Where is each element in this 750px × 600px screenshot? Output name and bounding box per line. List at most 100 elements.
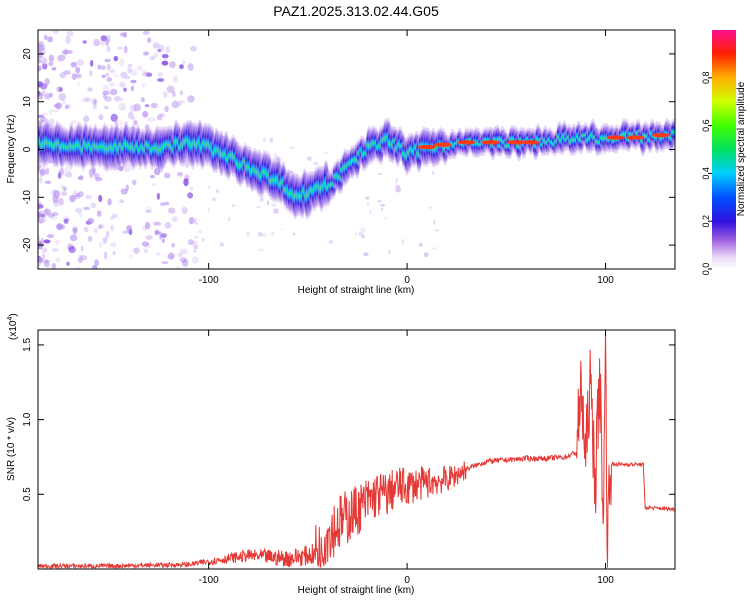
spectrogram-noise-blob [166,85,175,94]
spectrogram-noise-blob [187,63,194,71]
spectrogram-noise-blob [96,210,102,217]
spectrogram-noise-blob [38,41,44,48]
spectrogram-noise-blob [47,213,55,218]
spectrogram-noise-blob [113,73,118,78]
spectrogram-noise-blob [112,251,116,255]
snr-panel: -100 0 100 0.5 1.0 1.5 Height of straight li… [6,313,676,596]
spectrogram-noise-blob [87,217,95,225]
spectrogram-noise-blob [434,229,439,232]
spectrogram-noise-blob [93,173,99,180]
spectrogram-noise-blob [43,93,51,99]
spectrogram-noise-blob [59,191,65,196]
spectrogram-noise-blob [41,247,48,253]
colorbar-label: Normalized spectral amplitude [736,81,747,216]
spectrogram-noise-blob [84,97,91,103]
spectrogram-noise-blob [107,198,112,206]
spectrogram-noise-blob [92,167,96,175]
spectrogram-noise-blob [63,48,68,55]
spectrogram-noise-blob [140,97,145,103]
spectrogram-noise-blob [44,78,50,86]
spectrogram-noise-blob [207,207,210,212]
spectrogram-noise-blob [38,92,43,100]
spectrogram-noise-blob [59,168,64,177]
spectrogram-noise-blob [83,115,90,122]
spectrogram-noise-blob [365,196,370,200]
spectrogram-noise-blob [133,103,141,112]
spectrogram-noise-blob [44,259,49,265]
spectrogram-noise-blob [129,104,137,112]
spectrogram-noise-blob [41,214,46,218]
spectrogram-noise-blob [109,82,115,87]
spectrogram-noise-blob [193,245,199,250]
spectrogram-noise-blob [59,87,63,92]
spectrogram-noise-blob [71,73,77,80]
spectrogram-noise-blob [38,59,42,64]
spectrogram-noise-blob [55,239,60,245]
spectrogram-noise-blob [395,186,401,193]
spectrogram-noise-blob [124,76,131,80]
spectrogram-noise-blob [388,249,391,254]
spectrogram-noise-blob [38,198,41,203]
spectrogram-noise-blob [130,85,134,92]
spectrogram-noise-blob [38,257,44,263]
spectrogram-noise-blob [307,156,312,161]
spectrogram-noise-blob [48,61,54,67]
spectrogram-noise-blob [187,239,194,246]
spectrogram-noise-blob [43,259,51,264]
spectrogram-noise-blob [93,38,101,47]
spectrogram-noise-blob [369,210,372,215]
x-tick-label: -100 [199,575,219,586]
spectrogram-noise-blob [60,185,65,189]
spectrogram-noise-blob [219,242,225,247]
spectrogram-noise-blob [157,72,163,78]
spectrogram-noise-blob [76,265,80,269]
snr-x-label: Height of straight line (km) [298,585,415,596]
spectrogram-noise-blob [38,93,45,97]
spectrogram-noise-blob [178,100,186,104]
spectrogram-noise-blob [51,109,59,113]
x-tick-label: 100 [597,275,614,286]
spectrogram-noise-blob [120,188,128,195]
spectrogram-noise-blob [179,90,184,96]
spectrogram-noise-blob [144,124,150,131]
spectrogram-noise-blob [164,222,172,229]
spectrogram-noise-blob [161,54,169,59]
spectrogram-noise-blob [143,51,150,56]
spectrogram-noise-blob [78,211,83,218]
colorbar-tick-label: 0.6 [701,119,711,132]
spectrogram-noise-blob [119,81,126,88]
spectrogram-noise-blob [75,73,82,79]
spectrogram-noise-blob [154,229,159,236]
spectrogram-noise-blob [129,254,133,259]
spectrogram-noise-blob [172,91,176,97]
spectrogram-noise-blob [114,118,118,126]
spectrogram-noise-blob [48,92,54,98]
spectrogram-noise-blob [187,95,195,103]
spectrogram-noise-blob [40,116,47,122]
spectrogram-noise-blob [102,236,108,244]
spectrogram-noise-blob [145,209,152,213]
spectrogram-noise-blob [45,208,49,215]
spectrogram-noise-blob [328,240,334,244]
spectrogram-noise-blob [215,189,220,193]
spectrogram-noise-blob [62,186,67,191]
svg-text:(x104): (x104) [7,313,19,340]
spectrogram-noise-blob [147,117,156,122]
spectrogram-noise-blob [105,34,111,43]
spectrogram-noise-blob [102,85,110,92]
spectrogram-noise-blob [160,113,166,117]
spectrogram-noise-blob [125,184,129,191]
snr-multiplier: (x104) [7,313,19,340]
y-tick-label: 0.5 [22,487,33,501]
spectrogram-noise-blob [256,205,261,208]
spectrogram-noise-blob [109,69,116,73]
spectrogram-noise-blob [207,164,212,167]
spectrogram-noise-blob [40,84,48,89]
spectrogram-noise-blob [152,42,160,49]
ridge-peak [417,144,436,150]
spectrogram-noise-blob [42,63,48,70]
spectrogram-noise-blob [187,192,194,199]
spectrogram-noise-blob [68,246,76,254]
spectrogram-noise-blob [323,152,329,155]
spectrogram-noise-blob [145,72,153,77]
